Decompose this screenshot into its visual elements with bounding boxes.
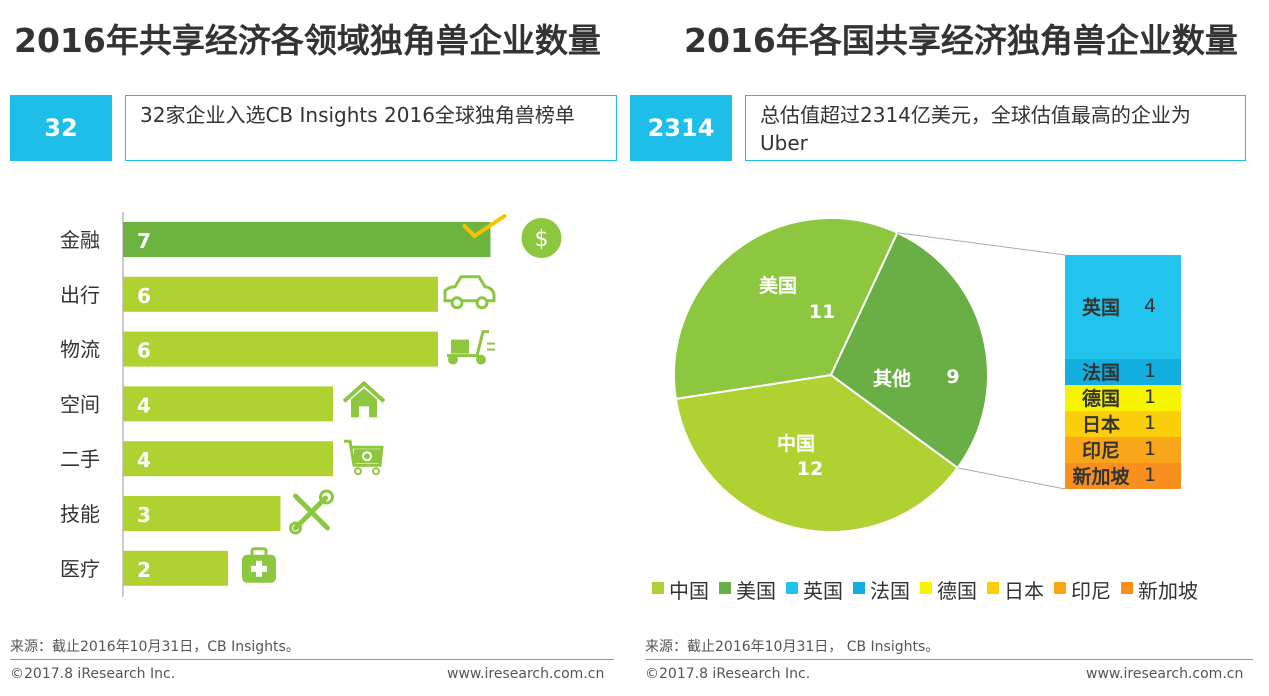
legend-label: 印尼 (1071, 579, 1111, 603)
bar-value-label: 6 (137, 284, 151, 308)
left-stat-description: 32家企业入选CB Insights 2016全球独角兽榜单 (125, 95, 617, 161)
legend-swatch (786, 582, 798, 594)
pie-slice-value: 12 (797, 458, 823, 480)
right-footer-divider (645, 659, 1253, 660)
bar-category-label: 金融 (60, 228, 100, 252)
legend-swatch (1121, 582, 1133, 594)
breakdown-segment (1065, 359, 1181, 385)
breakdown-segment (1065, 255, 1181, 359)
bar-value-label: 4 (137, 448, 151, 472)
check-icon (462, 214, 507, 239)
house-icon (342, 380, 386, 418)
left-source-note: 来源：截止2016年10月31日，CB Insights。 (10, 639, 300, 655)
bar (123, 386, 333, 422)
bar-category-label: 空间 (60, 392, 100, 416)
left-chart-title: 2016年共享经济各领域独角兽企业数量 (14, 21, 601, 60)
legend-label: 美国 (736, 579, 776, 603)
left-copyright: ©2017.8 iResearch Inc. (10, 666, 176, 682)
bar-category-label: 物流 (60, 338, 100, 362)
breakdown-value: 4 (1144, 295, 1156, 317)
category-bar-chart: 金融 7 $ 出行 6 物流 6 空间 4 二手 4 技能 3 医疗 2 (60, 212, 562, 597)
pie-slice-label: 美国 (759, 274, 797, 297)
breakdown-value: 1 (1144, 412, 1156, 434)
breakdown-segment (1065, 411, 1181, 437)
breakdown-label: 德国 (1082, 387, 1120, 410)
breakdown-label: 新加坡 (1072, 465, 1130, 488)
bar-value-label: 7 (137, 229, 151, 253)
legend-label: 日本 (1004, 579, 1044, 603)
breakdown-segment (1065, 437, 1181, 463)
right-stat-value: 2314 (630, 95, 732, 161)
right-website-link[interactable]: www.iresearch.com.cn (1086, 666, 1244, 682)
pie-slice (829, 231, 989, 470)
breakdown-connector-line (957, 467, 1066, 490)
bar-category-label: 出行 (60, 283, 100, 307)
bar (123, 550, 228, 586)
pie-slice-label: 其他 (873, 367, 911, 390)
tools-icon (289, 489, 334, 535)
bar-value-label: 4 (137, 393, 151, 417)
car-icon (443, 275, 496, 310)
breakdown-label: 法国 (1082, 361, 1120, 384)
bar (123, 496, 281, 531)
pie-slice (673, 217, 899, 401)
bar-value-label: 2 (137, 558, 151, 582)
pie-slice (674, 373, 960, 533)
legend-swatch (719, 582, 731, 594)
breakdown-segment (1065, 385, 1181, 411)
scooter-icon (447, 330, 495, 365)
bar-value-label: 6 (137, 339, 151, 363)
legend-label: 法国 (870, 579, 910, 603)
breakdown-label: 印尼 (1082, 440, 1120, 462)
breakdown-segment (1065, 463, 1181, 489)
right-stat-description: 总估值超过2314亿美元，全球估值最高的企业为Uber (745, 95, 1246, 161)
right-copyright: ©2017.8 iResearch Inc. (645, 666, 811, 682)
bar-category-label: 医疗 (60, 557, 100, 581)
bar (123, 276, 438, 312)
legend-label: 中国 (669, 579, 709, 603)
breakdown-value: 1 (1144, 360, 1156, 382)
bar (123, 222, 491, 257)
breakdown-label: 日本 (1082, 413, 1120, 436)
legend-label: 英国 (803, 579, 843, 603)
bar-category-label: 技能 (60, 502, 100, 526)
bar-category-label: 二手 (60, 447, 100, 471)
pie-slice-label: 中国 (777, 432, 815, 455)
medkit-icon (242, 547, 276, 583)
right-chart-title: 2016年各国共享经济独角兽企业数量 (684, 21, 1238, 60)
legend-swatch (1054, 582, 1066, 594)
left-website-link[interactable]: www.iresearch.com.cn (447, 666, 605, 682)
bar-value-label: 3 (137, 503, 151, 527)
right-source-note: 来源：截止2016年10月31日， CB Insights。 (645, 639, 940, 655)
legend-swatch (987, 582, 999, 594)
dollar-icon: $ (521, 218, 562, 258)
bar (123, 331, 438, 367)
svg-text:$: $ (535, 227, 549, 252)
pie-slice-value: 9 (946, 366, 959, 388)
left-stat-value: 32 (10, 95, 112, 161)
breakdown-label: 英国 (1082, 296, 1120, 319)
legend-swatch (920, 582, 932, 594)
legend-swatch (652, 582, 664, 594)
breakdown-value: 1 (1144, 464, 1156, 486)
breakdown-value: 1 (1144, 386, 1156, 408)
left-footer-divider (10, 659, 614, 660)
breakdown-connector-line (897, 232, 1066, 256)
breakdown-value: 1 (1144, 438, 1156, 460)
cart-icon (344, 439, 384, 476)
pie-slice-value: 11 (809, 301, 835, 323)
bar (123, 441, 333, 477)
legend-label: 德国 (937, 579, 977, 603)
legend-swatch (853, 582, 865, 594)
legend-label: 新加坡 (1138, 579, 1198, 603)
